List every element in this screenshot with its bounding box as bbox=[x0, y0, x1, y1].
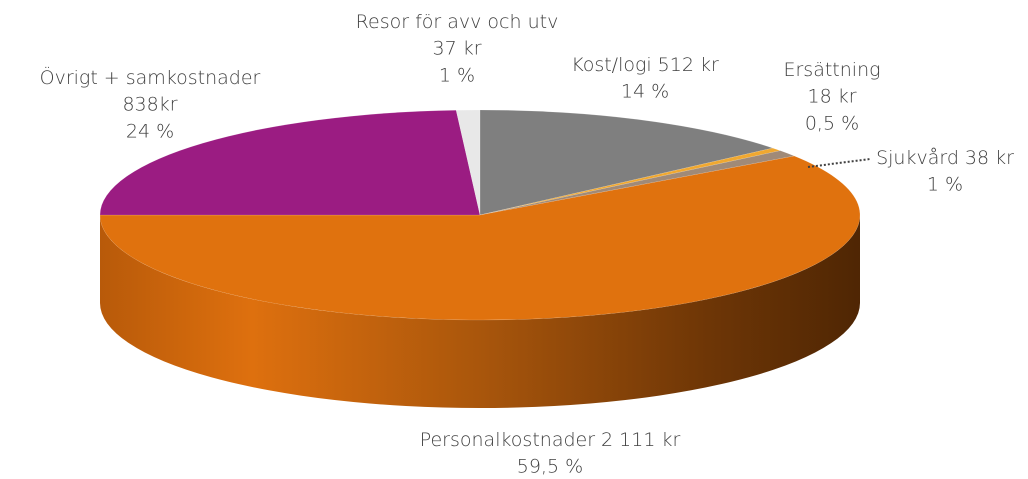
category-name: Resor för avv och utv bbox=[356, 11, 559, 33]
slice-label: Sjukvård 38 kr1 % bbox=[876, 147, 1014, 196]
slice-label: Ersättning 18 kr 0,5 % bbox=[783, 59, 880, 135]
category-name: Ersättning bbox=[783, 59, 880, 81]
amount-label: 838kr bbox=[122, 94, 177, 116]
category-label: Kost/logi 512 kr bbox=[571, 54, 719, 76]
pie-side bbox=[100, 215, 860, 408]
leader-line bbox=[807, 158, 871, 168]
value-label: 1 % bbox=[439, 65, 475, 87]
slice-label: Kost/logi 512 kr 14 % bbox=[571, 54, 719, 103]
value-label: 24 % bbox=[126, 121, 174, 143]
value-label: 14 % bbox=[621, 81, 669, 103]
value-label: 0,5 % bbox=[805, 113, 859, 135]
amount-label: 512 kr bbox=[658, 54, 719, 76]
pie-slice bbox=[455, 109, 481, 216]
slice-label: Övrigt + samkostnader 838kr 24 % bbox=[40, 66, 261, 143]
category-label: Sjukvård 38 kr bbox=[876, 147, 1014, 169]
category-name: Övrigt + samkostnader bbox=[40, 66, 261, 89]
category-label: Övrigt + samkostnader bbox=[40, 66, 261, 89]
amount-label: 38 kr bbox=[965, 147, 1014, 169]
category-name: Kost/logi bbox=[571, 54, 651, 76]
category-label: Personalkostnader 2 111 kr bbox=[420, 429, 681, 451]
category-name: Personalkostnader bbox=[420, 429, 596, 451]
pie-slice bbox=[99, 155, 861, 321]
amount-label: 37 kr bbox=[432, 38, 481, 60]
amount-label: 2 111 kr bbox=[601, 429, 680, 451]
slice-label: Personalkostnader 2 111 kr 59,5 % bbox=[420, 429, 681, 478]
category-label: Resor för avv och utv bbox=[356, 11, 559, 33]
amount-label: 18 kr bbox=[807, 86, 856, 108]
value-label: 59,5 % bbox=[517, 456, 583, 478]
category-name: Sjukvård bbox=[876, 147, 959, 169]
pie-slice bbox=[99, 109, 481, 216]
pie-slice bbox=[479, 109, 774, 216]
value-label: 1 % bbox=[927, 174, 963, 196]
pie-slice bbox=[479, 147, 782, 216]
category-label: Ersättning bbox=[783, 59, 880, 81]
slice-label: Resor för avv och utv 37 kr 1 % bbox=[356, 11, 559, 87]
pie-slice bbox=[479, 150, 796, 216]
